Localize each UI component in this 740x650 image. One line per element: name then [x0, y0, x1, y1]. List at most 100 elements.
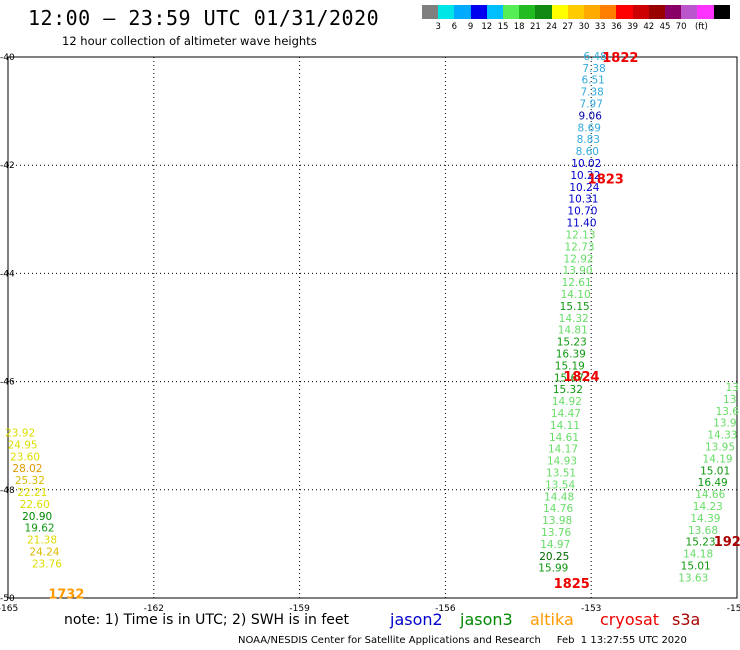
wave-height-point-s3a: 14.39: [690, 513, 720, 525]
wave-height-point-s3a: 13.6: [716, 406, 740, 418]
wave-height-point-jason3: 14.92: [552, 396, 582, 408]
wave-height-point-s3a: 14.33: [707, 430, 737, 442]
wave-height-point-jason3: 14.61: [549, 432, 579, 444]
y-tick-label: -48: [0, 486, 15, 496]
wave-height-point-jason3: 15.67: [554, 372, 584, 384]
wave-height-point-jason3: 14.93: [547, 456, 577, 468]
wave-height-point-jason3: 20.25: [539, 551, 569, 563]
satellite-legend-altika: altika: [530, 610, 574, 629]
footer-note: note: 1) Time is in UTC; 2) SWH is in fe…: [64, 612, 350, 628]
wave-height-point-jason3: 7.97: [580, 99, 603, 111]
color-scale-label: 12: [481, 22, 493, 32]
color-scale-swatch: [486, 5, 503, 19]
color-scale-label: 24: [546, 22, 557, 32]
color-scale-swatch: [616, 5, 633, 19]
wave-height-point-jason3: 8.60: [576, 146, 599, 158]
color-scale-label: 6: [451, 22, 458, 32]
wave-height-point-jason3: 14.32: [559, 313, 589, 325]
color-scale-swatch: [584, 5, 601, 19]
wave-height-point-jason3: 10.31: [568, 194, 598, 206]
color-scale-label: 18: [513, 22, 525, 32]
wave-height-point-s3a: 14.66: [695, 489, 725, 501]
wave-height-point-altika: 20.90: [22, 511, 52, 523]
wave-height-point-altika: 19.62: [25, 523, 55, 535]
wave-height-point-altika: 23.76: [32, 558, 62, 570]
wave-height-point-jason3: 10.24: [569, 182, 599, 194]
wave-height-point-jason3: 9.06: [579, 110, 603, 122]
color-scale-swatch: [422, 5, 439, 19]
wave-height-point-jason3: 13.90: [563, 265, 593, 277]
color-scale-swatch: [470, 5, 487, 19]
wave-height-point-jason3: 13.51: [546, 467, 576, 479]
wave-height-point-jason3: 7.38: [582, 63, 605, 75]
y-tick-label: -44: [0, 269, 15, 279]
color-scale-swatch: [567, 5, 584, 19]
wave-height-point-s3a: 15.23: [686, 537, 716, 549]
wave-height-point-jason3: 13.76: [541, 527, 571, 539]
wave-height-point-s3a: 13.68: [688, 525, 718, 537]
wave-height-point-jason3: 15.32: [553, 384, 583, 396]
wave-height-point-s3a: 14.23: [693, 501, 723, 513]
wave-height-point-s3a: 13.9: [713, 418, 736, 430]
footer-credit: NOAA/NESDIS Center for Satellite Applica…: [238, 635, 687, 646]
wave-height-point-altika: 25.32: [15, 475, 45, 487]
wave-height-point-jason3: 14.97: [540, 539, 570, 551]
color-scale-label: 36: [610, 22, 622, 32]
color-scale-label: 33: [594, 22, 606, 32]
wave-height-point-jason3: 6.48: [583, 51, 606, 63]
color-scale-swatch: [697, 5, 714, 19]
chart-title: 12:00 – 23:59 UTC 01/31/2020: [28, 6, 380, 30]
wave-height-point-s3a: 14.18: [683, 549, 713, 561]
wave-height-point-altika: 22.21: [17, 487, 47, 499]
wave-height-point-jason3: 14.10: [561, 289, 591, 301]
wave-height-point-s3a: 16.49: [698, 477, 728, 489]
color-scale-swatch: [551, 5, 568, 19]
color-scale-swatch: [648, 5, 665, 19]
color-scale-label: 3: [435, 22, 441, 32]
wave-height-point-jason3: 13.54: [545, 479, 575, 491]
color-scale-label: 39: [627, 22, 638, 32]
wave-height-point-jason3: 15.19: [555, 360, 585, 372]
wave-height-point-jason3: 8.69: [578, 122, 601, 134]
y-tick-label: -40: [0, 53, 15, 63]
wave-height-point-altika: 24.95: [8, 439, 38, 451]
wave-height-point-s3a: 15.01: [681, 561, 711, 573]
color-scale-label: 45: [659, 22, 671, 32]
wave-height-point-jason3: 12.13: [565, 229, 595, 241]
color-scale-label: 42: [643, 22, 655, 32]
wave-height-point-jason3: 11.40: [566, 218, 596, 230]
wave-height-point-jason3: 12.92: [564, 253, 594, 265]
color-scale-label: 15: [497, 22, 509, 32]
chart-subtitle: 12 hour collection of altimeter wave hei…: [62, 34, 317, 48]
wave-height-point-jason3: 14.11: [550, 420, 580, 432]
wave-height-point-altika: 23.60: [10, 451, 40, 463]
color-scale-label: (ft): [694, 22, 708, 32]
y-tick-label: -46: [0, 378, 15, 388]
color-scale-label: 70: [675, 22, 687, 32]
time-label: 1823: [588, 173, 624, 188]
wave-height-point-jason3: 13.98: [542, 515, 572, 527]
color-scale-swatch: [713, 5, 730, 19]
wave-height-point-jason3: 14.81: [558, 325, 588, 337]
time-label: 1825: [554, 577, 590, 592]
wave-height-point-s3a: 13.95: [705, 442, 735, 454]
wave-height-point-altika: 21.38: [27, 535, 57, 547]
color-scale-swatch: [681, 5, 698, 19]
wave-height-point-jason3: 10.70: [567, 206, 597, 218]
wave-height-point-jason3: 12.61: [562, 277, 592, 289]
wave-height-point-jason3: 14.17: [548, 444, 578, 456]
time-label: 1822: [602, 51, 638, 66]
wave-height-point-altika: 23.92: [5, 427, 35, 439]
x-tick-label: -162: [144, 604, 164, 614]
color-scale-swatch: [632, 5, 649, 19]
time-label: 1732: [48, 588, 84, 603]
wave-height-point-altika: 22.60: [20, 499, 50, 511]
color-scale-label: 21: [529, 22, 541, 32]
wave-height-point-jason3: 7.38: [580, 87, 603, 99]
wave-height-point-s3a: 14.19: [703, 453, 733, 465]
x-tick-label: -150: [727, 604, 740, 614]
time-label: 1824: [563, 370, 599, 385]
x-tick-label: -156: [435, 604, 456, 614]
wave-height-point-jason3: 14.76: [543, 503, 573, 515]
plot-frame: [7, 56, 738, 599]
